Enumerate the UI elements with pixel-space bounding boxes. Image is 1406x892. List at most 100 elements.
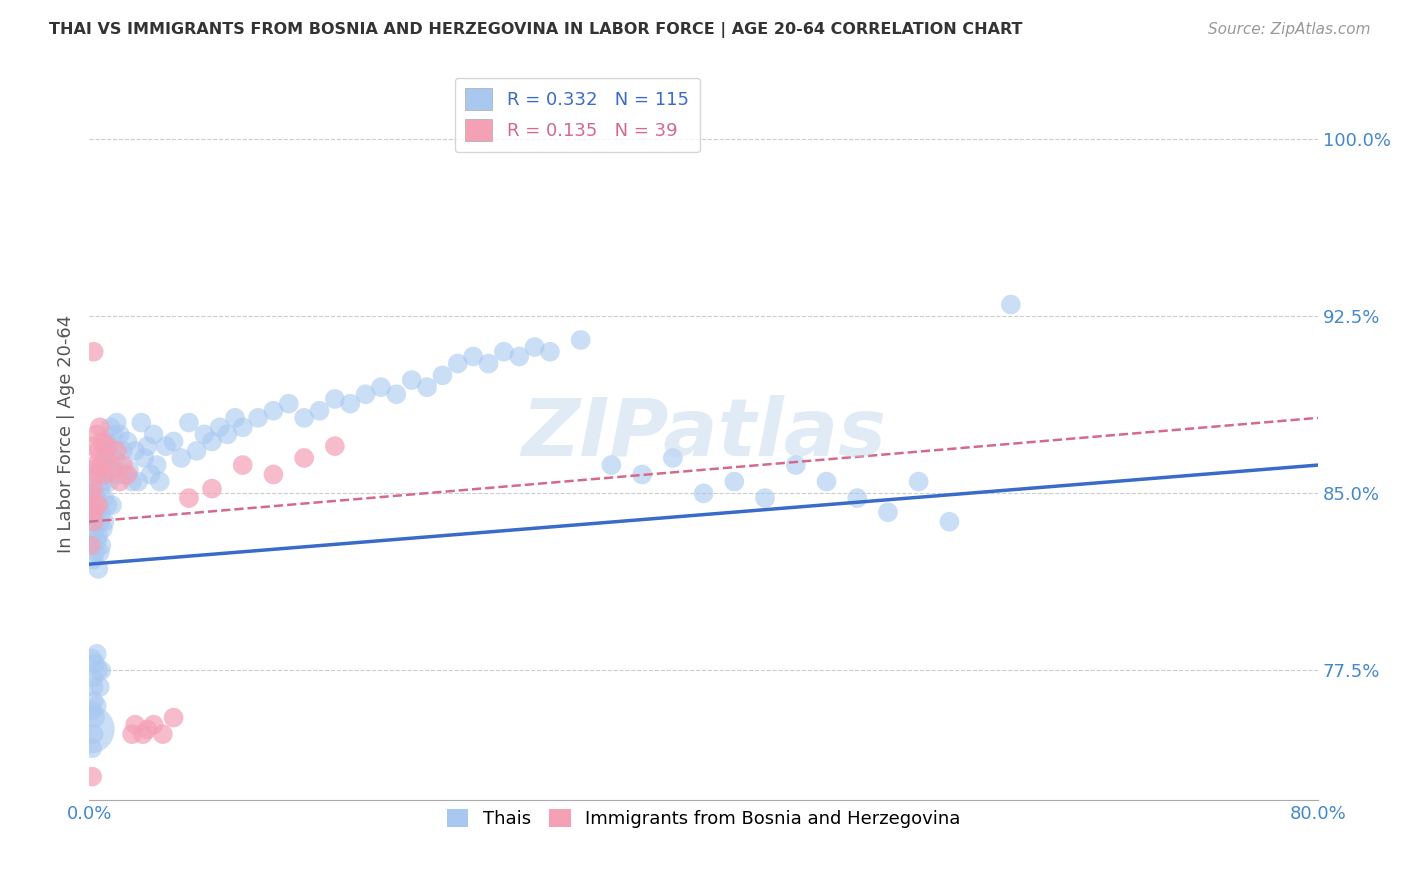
Legend: Thais, Immigrants from Bosnia and Herzegovina: Thais, Immigrants from Bosnia and Herzeg… bbox=[440, 801, 967, 835]
Point bbox=[201, 434, 224, 449]
Point bbox=[142, 717, 165, 731]
Point bbox=[96, 458, 118, 472]
Point bbox=[90, 664, 112, 678]
Point bbox=[149, 475, 172, 489]
Point bbox=[79, 538, 101, 552]
Point bbox=[754, 491, 776, 505]
Point bbox=[354, 387, 377, 401]
Point bbox=[142, 427, 165, 442]
Point bbox=[107, 467, 129, 482]
Point bbox=[108, 475, 131, 489]
Point bbox=[94, 467, 117, 482]
Point bbox=[111, 443, 134, 458]
Point bbox=[79, 482, 101, 496]
Point bbox=[82, 741, 104, 756]
Point bbox=[416, 380, 439, 394]
Point bbox=[785, 458, 807, 472]
Point bbox=[193, 427, 215, 442]
Point bbox=[117, 467, 139, 482]
Point bbox=[124, 717, 146, 731]
Point bbox=[162, 710, 184, 724]
Point bbox=[323, 392, 346, 406]
Point bbox=[98, 475, 121, 489]
Point bbox=[87, 529, 110, 543]
Point bbox=[84, 458, 107, 472]
Y-axis label: In Labor Force | Age 20-64: In Labor Force | Age 20-64 bbox=[58, 315, 75, 554]
Point bbox=[98, 439, 121, 453]
Point bbox=[692, 486, 714, 500]
Point bbox=[83, 344, 105, 359]
Point bbox=[89, 420, 111, 434]
Point bbox=[82, 515, 104, 529]
Point bbox=[1000, 297, 1022, 311]
Point bbox=[100, 420, 122, 434]
Point bbox=[111, 458, 134, 472]
Point bbox=[162, 434, 184, 449]
Point bbox=[385, 387, 408, 401]
Point bbox=[815, 475, 838, 489]
Point bbox=[117, 434, 139, 449]
Point bbox=[118, 463, 141, 477]
Point bbox=[662, 450, 685, 465]
Point bbox=[79, 486, 101, 500]
Point bbox=[90, 458, 112, 472]
Point bbox=[323, 439, 346, 453]
Point bbox=[101, 463, 124, 477]
Point bbox=[86, 467, 108, 482]
Point bbox=[87, 467, 110, 482]
Point bbox=[523, 340, 546, 354]
Point bbox=[93, 443, 115, 458]
Point bbox=[339, 397, 361, 411]
Point bbox=[83, 727, 105, 741]
Point bbox=[91, 475, 114, 489]
Point bbox=[121, 475, 143, 489]
Point bbox=[82, 505, 104, 519]
Point bbox=[121, 727, 143, 741]
Point bbox=[152, 727, 174, 741]
Point bbox=[247, 410, 270, 425]
Point bbox=[262, 403, 284, 417]
Point bbox=[93, 491, 115, 505]
Point bbox=[86, 427, 108, 442]
Point bbox=[87, 664, 110, 678]
Point bbox=[93, 515, 115, 529]
Point bbox=[82, 704, 104, 718]
Point bbox=[370, 380, 392, 394]
Point bbox=[84, 545, 107, 559]
Point bbox=[846, 491, 869, 505]
Point bbox=[136, 439, 159, 453]
Point bbox=[93, 467, 115, 482]
Point bbox=[432, 368, 454, 383]
Point bbox=[103, 427, 125, 442]
Point bbox=[91, 434, 114, 449]
Point bbox=[82, 651, 104, 665]
Point bbox=[631, 467, 654, 482]
Point bbox=[82, 498, 104, 512]
Point bbox=[569, 333, 592, 347]
Text: ZIPatlas: ZIPatlas bbox=[522, 395, 886, 474]
Point bbox=[90, 505, 112, 519]
Point bbox=[401, 373, 423, 387]
Point bbox=[84, 486, 107, 500]
Point bbox=[94, 434, 117, 449]
Point bbox=[83, 694, 105, 708]
Point bbox=[101, 498, 124, 512]
Point bbox=[232, 458, 254, 472]
Point bbox=[105, 416, 128, 430]
Point bbox=[83, 510, 105, 524]
Point bbox=[217, 427, 239, 442]
Point bbox=[232, 420, 254, 434]
Point bbox=[87, 443, 110, 458]
Point bbox=[136, 723, 159, 737]
Point bbox=[277, 397, 299, 411]
Point bbox=[186, 443, 208, 458]
Point bbox=[508, 350, 530, 364]
Point bbox=[145, 458, 167, 472]
Point bbox=[308, 403, 330, 417]
Point bbox=[292, 450, 315, 465]
Point bbox=[447, 357, 470, 371]
Point bbox=[538, 344, 561, 359]
Point bbox=[89, 482, 111, 496]
Point bbox=[108, 427, 131, 442]
Point bbox=[201, 482, 224, 496]
